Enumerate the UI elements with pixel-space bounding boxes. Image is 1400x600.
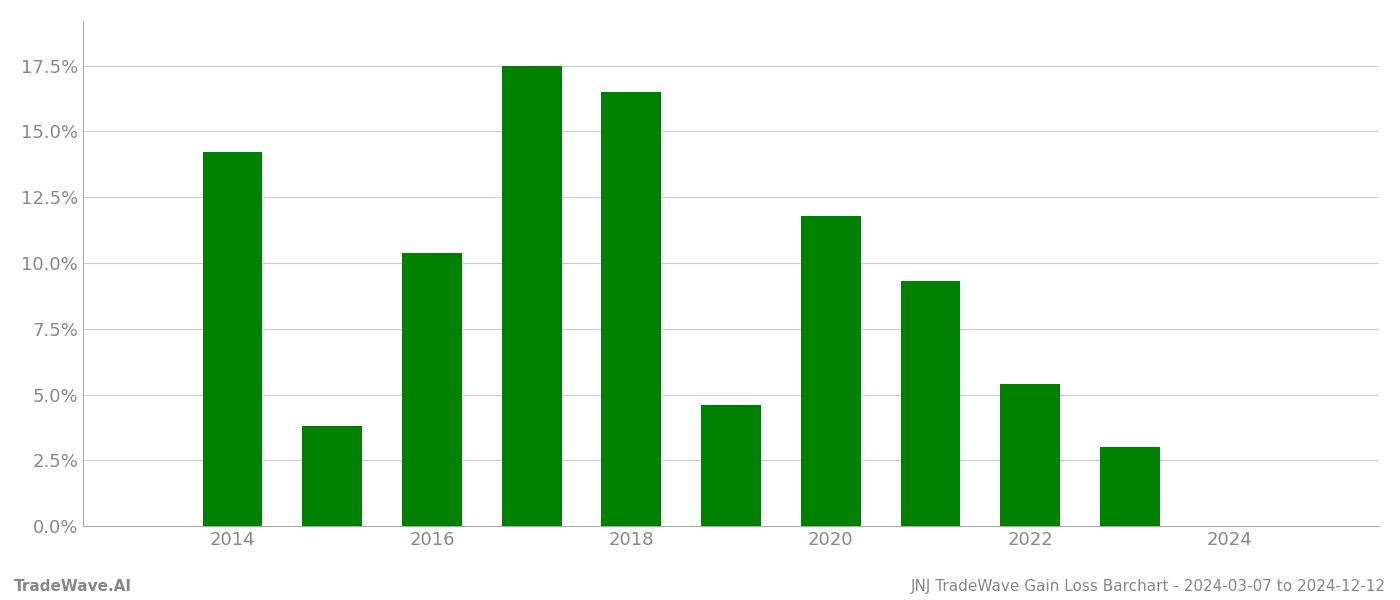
Bar <box>701 405 762 526</box>
Bar <box>501 65 561 526</box>
Bar <box>302 426 363 526</box>
Bar <box>602 92 661 526</box>
Bar <box>1000 384 1060 526</box>
Bar <box>900 281 960 526</box>
Text: JNJ TradeWave Gain Loss Barchart - 2024-03-07 to 2024-12-12: JNJ TradeWave Gain Loss Barchart - 2024-… <box>911 579 1386 594</box>
Bar <box>1100 448 1159 526</box>
Text: TradeWave.AI: TradeWave.AI <box>14 579 132 594</box>
Bar <box>801 215 861 526</box>
Bar <box>402 253 462 526</box>
Bar <box>203 152 262 526</box>
